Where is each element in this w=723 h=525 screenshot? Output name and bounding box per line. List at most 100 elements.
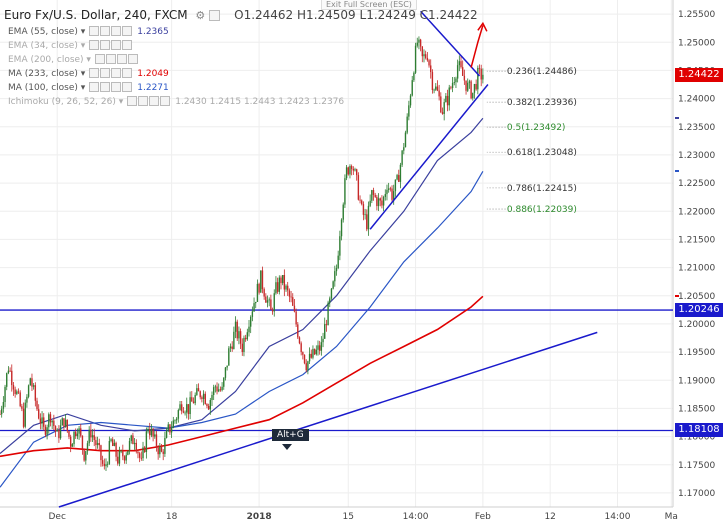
candle-body xyxy=(204,393,206,405)
candle-body xyxy=(350,166,353,169)
level-price-tag: 1.18108 xyxy=(675,423,723,438)
candle-body xyxy=(76,433,79,437)
more-icon[interactable] xyxy=(160,96,171,106)
fib-level-label: 0.5(1.23492) xyxy=(507,123,566,133)
fib-level-label: 0.382(1.23936) xyxy=(507,98,577,108)
indicator-row[interactable]: MA (233, close) ▾ 1.2049 xyxy=(8,68,169,79)
x-tick-label: 2018 xyxy=(247,512,272,522)
arrow-head-icon xyxy=(477,21,488,32)
candle-body xyxy=(132,435,134,445)
x-tick-label: 14:00 xyxy=(403,512,429,522)
delete-icon[interactable] xyxy=(111,68,122,78)
candle-body xyxy=(182,411,185,413)
exit-full-screen-button[interactable]: Exit Full Screen (ESC) xyxy=(321,0,417,10)
more-icon[interactable] xyxy=(122,82,133,92)
settings-icon[interactable] xyxy=(100,26,111,36)
indicator-row[interactable]: EMA (55, close) ▾ 1.2365 xyxy=(8,26,169,37)
candle-body xyxy=(196,388,198,395)
candle-body xyxy=(241,343,243,353)
candle-body xyxy=(137,451,139,454)
candle-body xyxy=(147,429,149,432)
more-icon[interactable] xyxy=(127,54,138,64)
candle-body xyxy=(463,75,466,81)
settings-icon[interactable] xyxy=(100,40,111,50)
candle-body xyxy=(290,296,292,298)
y-tick-label: 1.23500 xyxy=(678,123,715,133)
candle-body xyxy=(229,346,232,349)
delete-icon[interactable] xyxy=(111,82,122,92)
candle-body xyxy=(377,198,380,207)
candle-body xyxy=(324,324,326,339)
candle-body xyxy=(473,83,476,93)
candle-body xyxy=(186,404,188,413)
candle-body xyxy=(461,67,464,76)
delete-icon[interactable] xyxy=(116,54,127,64)
ma-axis-marker xyxy=(675,170,679,173)
indicator-value: 1.2430 1.2415 1.2443 1.2423 1.2376 xyxy=(175,96,345,107)
candle-body xyxy=(451,82,454,89)
eye-icon[interactable] xyxy=(127,96,138,106)
candle-body xyxy=(436,86,439,91)
delete-icon[interactable] xyxy=(111,40,122,50)
fib-level-label: 0.236(1.24486) xyxy=(507,67,577,77)
candle-body xyxy=(154,434,156,437)
indicator-row[interactable]: EMA (200, close) ▾ xyxy=(8,54,139,65)
candle-body xyxy=(150,428,153,436)
candle-body xyxy=(475,83,477,90)
candle-body xyxy=(223,377,225,387)
indicator-row[interactable]: MA (100, close) ▾ 1.2271 xyxy=(8,82,169,93)
candle-body xyxy=(17,391,20,393)
candle-body xyxy=(81,435,84,449)
candle-body xyxy=(414,45,417,73)
candle-body xyxy=(413,72,415,81)
candle-body xyxy=(14,389,16,394)
candle-body xyxy=(187,404,190,415)
candle-body xyxy=(334,271,336,282)
candle-body xyxy=(297,324,299,338)
candle-body xyxy=(142,447,144,459)
eye-icon[interactable] xyxy=(94,54,105,64)
indicator-label: EMA (55, close) ▾ xyxy=(8,26,86,37)
candle-body xyxy=(152,428,154,437)
settings-icon[interactable] xyxy=(138,96,149,106)
settings-icon[interactable] xyxy=(100,82,111,92)
eye-icon[interactable] xyxy=(89,82,100,92)
y-tick-label: 1.20500 xyxy=(678,292,715,302)
eye-icon[interactable] xyxy=(89,40,100,50)
candle-body xyxy=(2,402,5,409)
settings-icon[interactable] xyxy=(105,54,116,64)
candle-body xyxy=(280,277,282,284)
delete-icon[interactable] xyxy=(111,26,122,36)
candle-body xyxy=(175,418,178,421)
gear-icon[interactable]: ⚙ xyxy=(195,9,206,22)
candle-body xyxy=(209,400,212,410)
more-icon[interactable] xyxy=(122,26,133,36)
candle-body xyxy=(236,321,238,339)
settings-icon[interactable] xyxy=(100,68,111,78)
indicator-row[interactable]: EMA (34, close) ▾ xyxy=(8,40,133,51)
candle-body xyxy=(66,419,68,432)
candle-body xyxy=(456,65,459,79)
candle-body xyxy=(238,331,240,339)
eye-icon[interactable] xyxy=(209,10,221,21)
candle-body xyxy=(160,446,163,452)
candle-body xyxy=(386,189,388,195)
indicator-row[interactable]: Ichimoku (9, 26, 52, 26) ▾ 1.2430 1.2415 … xyxy=(8,96,344,107)
candle-body xyxy=(477,67,479,90)
candle-body xyxy=(312,348,314,358)
candle-body xyxy=(453,82,455,83)
eye-icon[interactable] xyxy=(89,68,100,78)
more-icon[interactable] xyxy=(122,40,133,50)
candle-body xyxy=(202,393,205,400)
candle-body xyxy=(157,447,159,455)
candle-body xyxy=(307,361,309,371)
eye-icon[interactable] xyxy=(89,26,100,36)
candle-body xyxy=(140,457,143,459)
delete-icon[interactable] xyxy=(149,96,160,106)
candle-body xyxy=(411,80,413,96)
high-value: H1.24509 xyxy=(297,8,356,22)
candle-body xyxy=(470,81,472,99)
more-icon[interactable] xyxy=(122,68,133,78)
candle-body xyxy=(367,205,370,230)
